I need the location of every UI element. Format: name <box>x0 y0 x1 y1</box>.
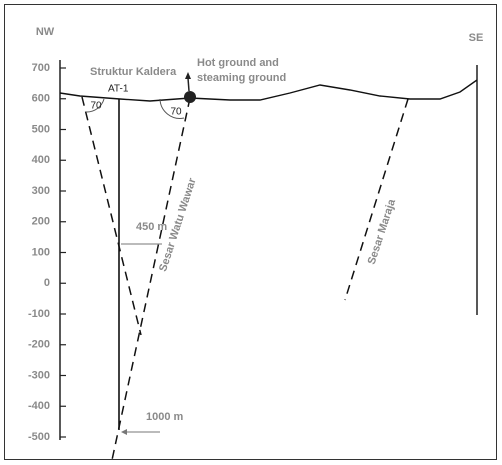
angle-label: 70 <box>170 107 182 118</box>
well-label: AT-1 <box>108 84 129 95</box>
tick-label: 200 <box>32 216 50 228</box>
fault-line <box>345 99 408 300</box>
arrow-head <box>121 429 127 435</box>
fault-label: Sesar Maraja <box>366 197 399 266</box>
tick-label: 500 <box>32 123 50 135</box>
tick-label: 300 <box>32 185 50 197</box>
surface-profile <box>60 65 477 315</box>
caldera-label: Struktur Kaldera <box>90 66 177 78</box>
tick-label: -100 <box>28 308 50 320</box>
tick-label: 400 <box>32 154 50 166</box>
tick-label: 100 <box>32 246 50 258</box>
nw-label: NW <box>36 26 55 38</box>
se-label: SE <box>469 32 484 44</box>
tick-label: -300 <box>28 369 50 381</box>
tick-label: -200 <box>28 339 50 351</box>
depth-label: 1000 m <box>146 411 184 423</box>
tick-label: -400 <box>28 400 50 412</box>
tick-label: -500 <box>28 431 50 443</box>
fault-line <box>82 97 141 335</box>
arrow-head <box>185 72 191 79</box>
hot-ground-label: steaming ground <box>197 72 286 84</box>
hot-ground-label: Hot ground and <box>197 57 279 69</box>
tick-label: 0 <box>44 277 50 289</box>
marker-arrow <box>188 78 189 91</box>
fault-line <box>112 98 190 460</box>
tick-label: 700 <box>32 62 50 74</box>
cross-section: NW SE 700 600 500 400 300 200 100 0 -100 -200 -300… <box>0 0 502 465</box>
angle-label: 70 <box>90 101 102 112</box>
tick-label: 600 <box>32 93 50 105</box>
hot-ground-marker <box>184 91 196 103</box>
depth-label: 450 m <box>136 221 167 233</box>
